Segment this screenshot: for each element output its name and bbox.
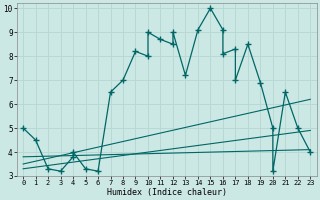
X-axis label: Humidex (Indice chaleur): Humidex (Indice chaleur) xyxy=(107,188,227,197)
